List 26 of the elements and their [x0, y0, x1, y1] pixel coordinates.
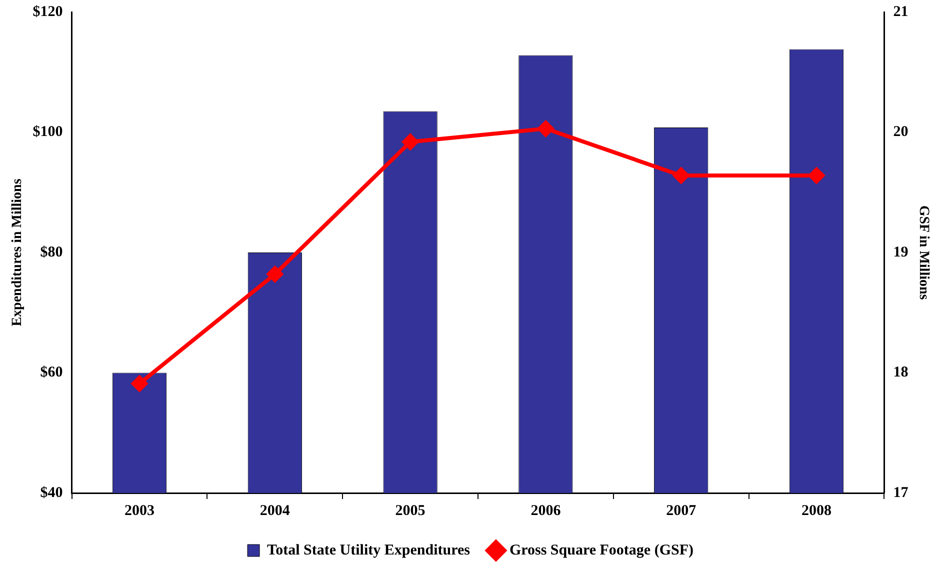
y2-tick-label: 20: [893, 124, 908, 140]
y-tick-label: $40: [40, 484, 63, 501]
x-tick-label: 2007: [666, 502, 697, 519]
point: [266, 266, 283, 282]
y-tick-label: $60: [40, 364, 63, 381]
y-tick-label: $100: [32, 124, 63, 140]
legend-label: Gross Square Footage (GSF): [509, 542, 694, 558]
x-tick-label: 2008: [802, 502, 832, 519]
legend-label: Total State Utility Expenditures: [267, 542, 470, 558]
y2-axis-title: GSF in Millions: [916, 205, 931, 300]
x-tick-label: 2006: [530, 502, 562, 519]
point: [808, 168, 824, 184]
y2-tick-label: 21: [893, 4, 908, 20]
x-tick-label: 2003: [124, 502, 154, 519]
y2-tick-label: 19: [893, 244, 908, 260]
y-tick-label: $120: [32, 4, 63, 20]
y2-tick-label: 18: [893, 364, 908, 381]
point: [132, 376, 148, 392]
y2-tick-label: 17: [893, 484, 909, 501]
point: [673, 168, 690, 184]
y-tick-label: $80: [40, 244, 63, 260]
x-tick-label: 2004: [260, 502, 290, 519]
point: [538, 120, 554, 137]
point: [402, 134, 418, 150]
x-tick-label: 2005: [395, 502, 426, 519]
y-axis-title: Expenditures in Millions: [10, 178, 26, 326]
